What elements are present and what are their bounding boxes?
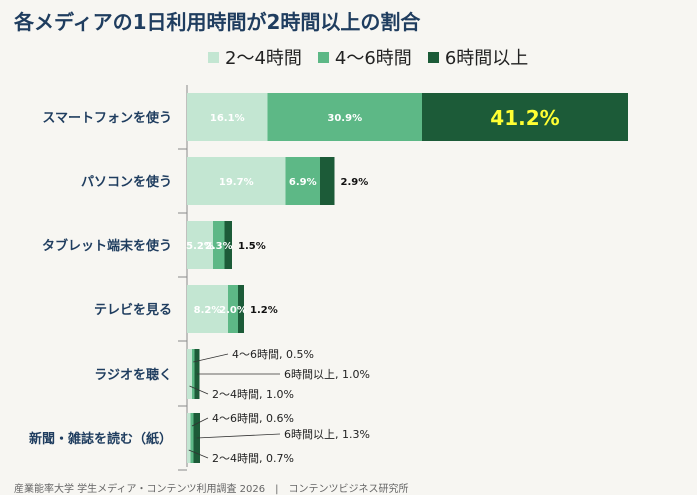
data-label: 1.2%: [250, 305, 278, 316]
bar-segment: [192, 349, 195, 399]
category-label: ラジオを聴く: [94, 367, 172, 383]
bar-segment: [187, 221, 213, 269]
bar-segment: [320, 157, 335, 205]
data-label: 1.5%: [238, 241, 266, 252]
legend-label-2-4h: 2～4時間: [225, 48, 302, 69]
legend-swatch-4-6h: [317, 51, 329, 63]
data-label: 4～6時間, 0.6%: [212, 412, 294, 425]
bar-segment: [187, 349, 192, 399]
data-label: 2～4時間, 0.7%: [212, 452, 294, 465]
leader-line: [193, 353, 229, 363]
bar-segment: [285, 157, 320, 205]
data-label: 6時間以上, 1.0%: [284, 368, 370, 381]
leader-line: [189, 385, 209, 395]
legend-label-6h-plus: 6時間以上: [444, 48, 529, 69]
data-label: 2.0%: [219, 305, 247, 316]
bar-segment: [187, 157, 286, 205]
category-label: タブレット端末を使う: [42, 238, 172, 254]
bar-segment: [224, 221, 232, 269]
legend-swatch-2-4h: [208, 51, 219, 63]
leader-line: [188, 449, 209, 459]
bar-segment: [213, 221, 225, 269]
data-label: 5.2%: [186, 241, 214, 252]
bar-segment: [228, 285, 238, 333]
legend-label-4-6h: 4～6時間: [334, 48, 412, 69]
data-label: 2～4時間, 1.0%: [212, 388, 294, 401]
bar-segment: [187, 93, 268, 141]
legend-swatch-6h-plus: [427, 51, 439, 63]
data-label: 4～6時間, 0.5%: [232, 348, 314, 361]
data-label: 2.9%: [341, 177, 369, 188]
data-label: 8.2%: [194, 305, 222, 316]
legend-item-2-4h: 2～4時間: [208, 44, 302, 70]
bar-segment: [238, 285, 244, 333]
legend: 2～4時間 4～6時間 6時間以上: [208, 44, 528, 70]
category-label: スマートフォンを使う: [42, 110, 172, 126]
data-label: 6時間以上, 1.3%: [284, 428, 370, 441]
leader-line: [196, 433, 281, 439]
legend-item-4-6h: 4～6時間: [317, 44, 412, 70]
legend-item-6h-plus: 6時間以上: [427, 44, 529, 70]
footer-source: 産業能率大学 学生メディア・コンテンツ利用調査 2026 | コンテンツビジネス…: [14, 484, 409, 495]
leader-line: [191, 417, 209, 427]
category-label: テレビを見る: [94, 302, 172, 318]
data-label: 6.9%: [289, 177, 317, 188]
page-title: 各メディアの1日利用時間が2時間以上の割合: [14, 10, 421, 34]
category-label: 新聞・雑誌を読む（紙）: [29, 431, 172, 447]
bar-segment: [422, 93, 628, 141]
data-label: 30.9%: [327, 113, 362, 124]
bar-segment: [187, 285, 228, 333]
data-label: 16.1%: [210, 113, 245, 124]
data-label: 19.7%: [219, 177, 254, 188]
bar-segment: [190, 413, 194, 463]
data-label: 2.3%: [205, 241, 233, 252]
bar-segment: [267, 93, 422, 141]
category-label: パソコンを使う: [81, 174, 172, 190]
bar-segment: [187, 413, 191, 463]
data-label: 41.2%: [490, 106, 559, 130]
